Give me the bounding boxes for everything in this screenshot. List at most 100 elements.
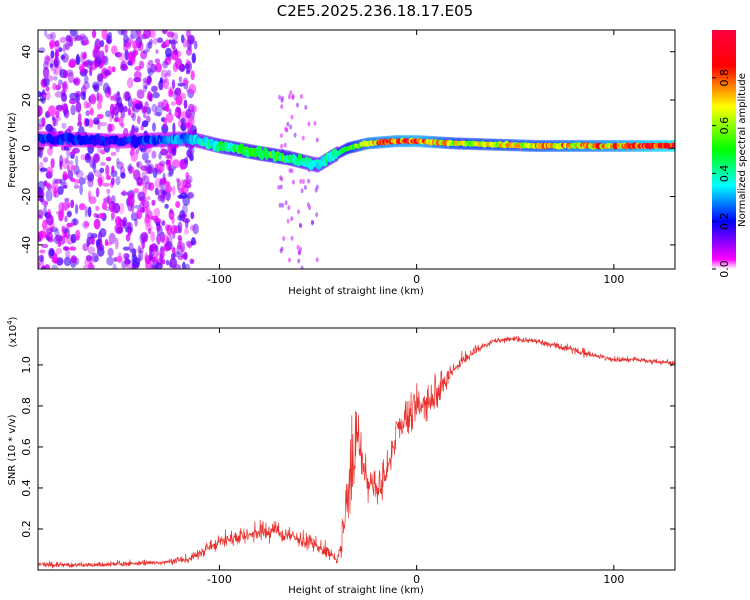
spectrogram-noise-cell — [47, 225, 54, 231]
spectrogram-noise-cell — [173, 90, 177, 101]
spectrogram-noise-cell — [290, 114, 294, 120]
spectrogram-noise-cell — [315, 257, 319, 263]
spectrogram-noise-cell — [106, 175, 111, 180]
spectrogram-noise-cell — [120, 172, 126, 179]
spectrogram-noise-cell — [132, 257, 141, 268]
spectrogram-noise-cell — [65, 34, 72, 43]
spectrogram-noise-cell — [55, 234, 63, 242]
snr-series-line — [38, 335, 675, 569]
spectrogram-noise-cell — [150, 264, 158, 269]
spectrogram-noise-cell — [44, 264, 50, 269]
spectrogram-noise-cell — [75, 170, 84, 179]
spectrogram-noise-cell — [75, 55, 81, 66]
spectrogram-noise-cell — [142, 81, 148, 93]
spectrogram-noise-cell — [149, 249, 154, 260]
spectrogram-noise-cell — [119, 202, 125, 215]
snr-y-tick-label: 1.0 — [20, 356, 33, 374]
spectrogram-noise-cell — [80, 91, 86, 100]
spectrogram-noise-cell — [145, 224, 153, 231]
spectrogram-noise-cell — [160, 79, 167, 84]
spectrogram-noise-cell — [50, 158, 55, 169]
spectrogram-noise-cell — [50, 50, 55, 59]
spectrogram-noise-cell — [47, 105, 56, 117]
spectrogram-noise-cell — [115, 255, 123, 263]
spectrogram-noise-cell — [278, 94, 282, 100]
spectrogram-noise-cell — [152, 122, 156, 132]
spectrogram-noise-cell — [281, 202, 285, 208]
spectrogram-y-axis-label: Frequency (Hz) — [7, 112, 18, 188]
spectrogram-noise-cell — [141, 171, 147, 181]
spectrogram-noise-cell — [84, 205, 88, 218]
spectrogram-noise-cell — [159, 177, 164, 186]
spectrogram-noise-cell — [40, 196, 45, 203]
spectrogram-noise-cell — [168, 165, 174, 175]
spectrogram-noise-cell — [157, 101, 164, 108]
spectrogram-noise-cell — [110, 195, 116, 205]
spectrogram-noise-cell — [63, 256, 72, 267]
spectrogram-noise-cell — [183, 251, 188, 261]
spectrogram-noise-cell — [174, 87, 182, 96]
spectrogram-noise-cell — [133, 77, 142, 83]
spectrogram-noise-cell — [184, 227, 189, 235]
spectrogram-noise-cell — [45, 86, 50, 92]
spectrogram-noise-cell — [112, 66, 116, 73]
spectrogram-noise-cell — [43, 201, 48, 208]
spectrogram-noise-cell — [93, 84, 100, 93]
spectrogram-noise-cell — [151, 85, 158, 93]
spectrogram-noise-cell — [133, 204, 142, 209]
spectrogram-noise-cell — [162, 41, 167, 48]
snr-y-tick-label: 0.2 — [20, 520, 33, 538]
spectrogram-frame — [37, 29, 676, 270]
snr-y-axis-label: SNR (10 * v/v) — [7, 414, 18, 485]
spectrogram-noise-cell — [98, 94, 103, 103]
spectrogram-noise-cell — [38, 105, 43, 117]
spectrogram-noise-cell — [131, 101, 135, 112]
spectrogram-noise-cell — [189, 258, 195, 264]
spectrogram-noise-cell — [191, 108, 195, 120]
spectrogram-noise-cell — [99, 228, 107, 238]
spectrogram-noise-cell — [135, 102, 143, 110]
spectrogram-noise-cell — [107, 123, 112, 133]
spectrogram-noise-cell — [151, 150, 157, 159]
spectrogram-noise-cell — [128, 163, 133, 175]
spectrogram-noise-cell — [114, 216, 122, 226]
spectrogram-noise-cell — [191, 52, 196, 64]
spectrogram-noise-cell — [126, 77, 134, 89]
spectrogram-y-tick-label: -20 — [20, 188, 33, 206]
spectrogram-noise-cell — [115, 176, 121, 186]
spectrogram-noise-cell — [44, 54, 50, 64]
spectrogram-noise-cell — [140, 165, 148, 172]
spectrogram-noise-cell — [290, 235, 294, 241]
spectrogram-noise-cell — [114, 52, 122, 58]
spectrogram-x-tick-label: 100 — [603, 273, 624, 286]
spectrogram-noise-cell — [133, 71, 142, 80]
spectrogram-noise-cell — [163, 73, 172, 78]
colorbar-tick-label: 0.0 — [718, 260, 731, 278]
spectrogram-noise-cell — [286, 121, 290, 127]
spectrogram-noise-cell — [171, 247, 176, 254]
spectrogram-noise-cell — [52, 82, 57, 91]
spectrogram-noise-cell — [184, 263, 191, 269]
spectrogram-noise-cell — [185, 171, 189, 179]
spectrogram-noise-cell — [96, 243, 105, 251]
spectrogram-noise-cell — [63, 246, 69, 251]
spectrogram-noise-cell — [94, 38, 102, 51]
colorbar-label: Normalized spectral amplitude — [737, 73, 748, 227]
spectrogram-noise-cell — [166, 259, 170, 266]
spectrogram-noise-cell — [179, 92, 187, 100]
spectrogram-noise-cell — [59, 209, 65, 218]
spectrogram-noise-cell — [301, 179, 305, 184]
spectrogram-noise-cell — [83, 39, 90, 45]
spectrogram-noise-cell — [78, 177, 86, 185]
spectrogram-noise-cell — [116, 96, 122, 107]
spectrogram-noise-cell — [140, 50, 148, 60]
spectrogram-noise-cell — [93, 117, 100, 125]
spectrogram-noise-cell — [281, 95, 284, 101]
spectrogram-noise-cell — [128, 166, 135, 174]
spectrogram-noise-cell — [43, 156, 48, 163]
spectrogram-noise-cell — [178, 187, 184, 194]
spectrogram-noise-cell — [70, 199, 75, 209]
spectrogram-noise-cell — [116, 91, 120, 97]
spectrogram-noise-cell — [69, 92, 78, 101]
spectrogram-noise-cell — [38, 255, 44, 263]
